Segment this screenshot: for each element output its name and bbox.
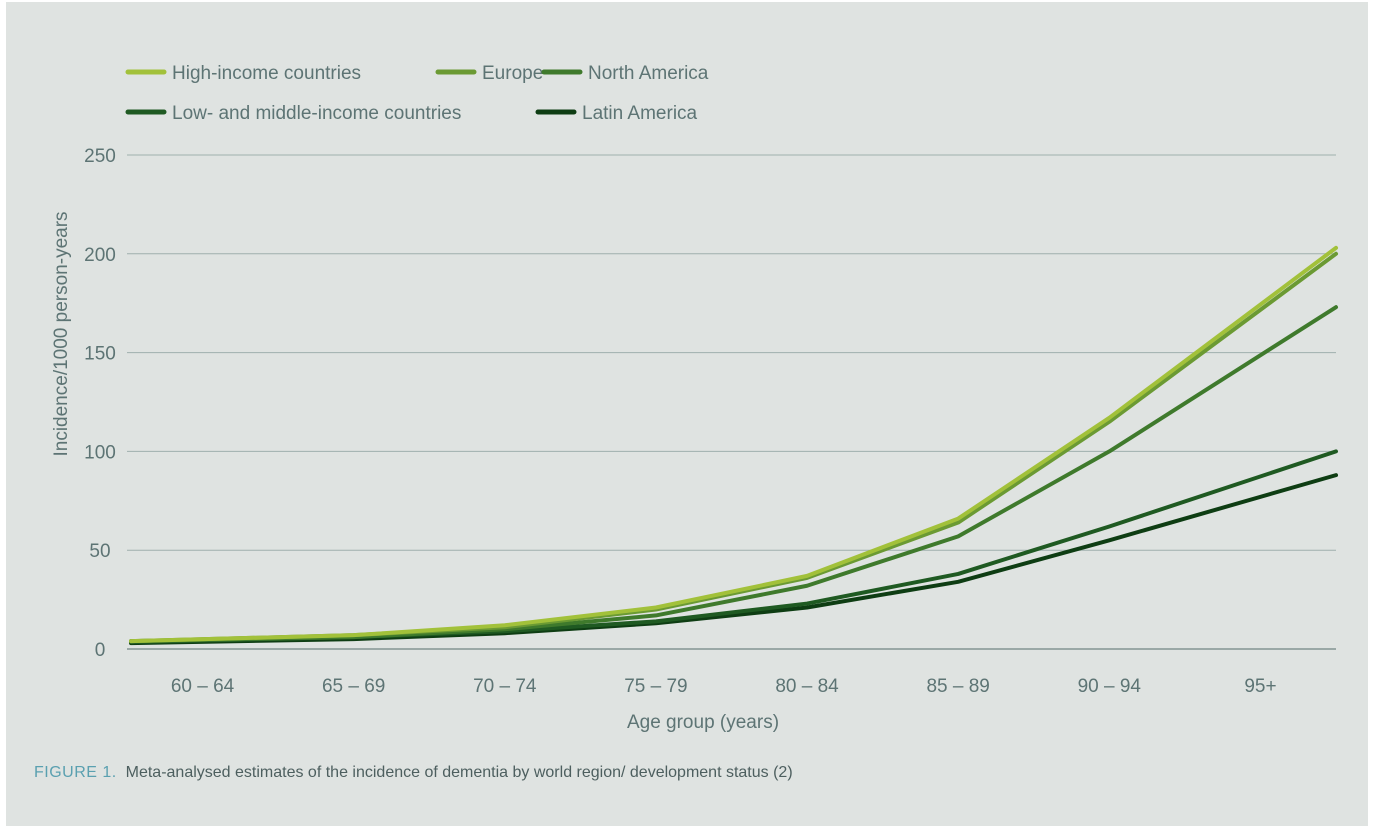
series-line-low-and-middle-income-countries xyxy=(129,449,1338,645)
legend-item: Europe xyxy=(435,63,543,84)
legend-label: High-income countries xyxy=(172,63,361,84)
y-tick-label: 200 xyxy=(84,245,116,266)
x-axis-title: Age group (years) xyxy=(627,712,779,733)
figure-caption-text: Meta-analysed estimates of the incidence… xyxy=(125,764,793,781)
series-line-europe xyxy=(129,251,1338,644)
line-chart: 0 50 100 150 200 250 60 – 64 65 – 69 70 – 74 75 … xyxy=(51,63,1338,733)
y-tick-label: 250 xyxy=(84,146,116,167)
series-lines xyxy=(129,245,1338,646)
figure-caption: FIGURE 1. Meta-analysed estimates of the… xyxy=(34,764,793,782)
x-tick-label: 80 – 84 xyxy=(775,676,839,697)
y-tick-label: 50 xyxy=(89,541,110,562)
x-tick-label: 95+ xyxy=(1244,676,1276,697)
legend-item: Latin America xyxy=(535,103,698,124)
legend-item: High-income countries xyxy=(125,63,361,84)
legend-label: North America xyxy=(588,63,709,84)
x-tick-label: 70 – 74 xyxy=(473,676,537,697)
x-tick-label: 65 – 69 xyxy=(322,676,385,697)
x-axis-ticks: 60 – 64 65 – 69 70 – 74 75 – 79 80 – 84 85 – … xyxy=(171,676,1277,697)
legend-item: Low- and middle-income countries xyxy=(125,103,461,124)
x-tick-label: 60 – 64 xyxy=(171,676,235,697)
legend-label: Latin America xyxy=(582,103,698,124)
figure-panel: 0 50 100 150 200 250 60 – 64 65 – 69 70 – 74 75 … xyxy=(6,2,1368,826)
legend: High-income countries Europe North America… xyxy=(125,63,709,124)
legend-item: North America xyxy=(541,63,709,84)
series-line-latin-america xyxy=(129,473,1338,646)
y-tick-label: 100 xyxy=(84,442,116,463)
x-tick-label: 90 – 94 xyxy=(1078,676,1142,697)
x-tick-label: 85 – 89 xyxy=(926,676,989,697)
legend-label: Low- and middle-income countries xyxy=(172,103,461,124)
gridlines xyxy=(127,154,1336,650)
y-axis-ticks: 0 50 100 150 200 250 xyxy=(84,146,116,661)
y-tick-label: 150 xyxy=(84,344,116,365)
y-axis-title: Incidence/1000 person-years xyxy=(51,211,72,456)
legend-label: Europe xyxy=(482,63,543,84)
figure-label: FIGURE 1. xyxy=(34,764,117,781)
y-tick-label: 0 xyxy=(95,640,106,661)
series-line-high-income-countries xyxy=(129,245,1338,644)
x-tick-label: 75 – 79 xyxy=(624,676,687,697)
